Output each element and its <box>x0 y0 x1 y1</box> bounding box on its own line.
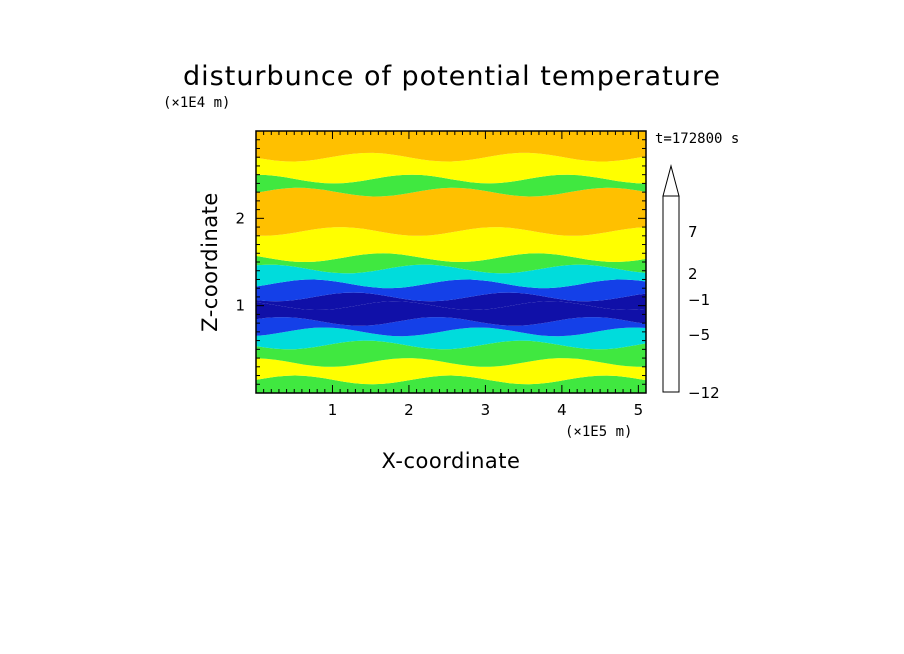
time-label: t=172800 s <box>655 131 739 147</box>
contour-band-11 <box>256 187 646 236</box>
axis-ticks <box>256 131 647 393</box>
contour-band-4 <box>256 317 646 337</box>
contour-band-14 <box>256 131 646 162</box>
colorbar-label: 2 <box>688 265 698 283</box>
contour-band-5 <box>256 301 646 326</box>
contour-band-12 <box>256 174 646 197</box>
contour-band-0 <box>256 375 646 393</box>
contour-band-10 <box>256 227 646 262</box>
colorbar <box>662 164 680 393</box>
x-axis-label: X-coordinate <box>382 449 521 473</box>
colorbar-label: −1 <box>688 291 710 309</box>
y-tick-label: 2 <box>235 209 245 227</box>
chart-title: disturbunce of potential temperature <box>183 61 721 92</box>
y-tick-labels: 12 <box>235 209 245 314</box>
contour-band-7 <box>256 279 646 302</box>
x-tick-label: 2 <box>404 401 414 419</box>
contour-band-8 <box>256 264 646 289</box>
contour-band-6 <box>256 292 646 310</box>
colorbar-label: 7 <box>688 223 698 241</box>
contour-band-2 <box>256 340 646 367</box>
x-axis-unit: (×1E5 m) <box>565 424 632 440</box>
colorbar-extend-arrow <box>662 164 680 197</box>
x-tick-label: 4 <box>557 401 567 419</box>
contour-band-9 <box>256 253 646 274</box>
colorbar-labels: 7 2 −1 −5 −12 <box>688 223 720 402</box>
x-tick-label: 1 <box>328 401 338 419</box>
contour-band-3 <box>256 327 646 350</box>
y-axis-unit: (×1E4 m) <box>163 95 230 111</box>
x-tick-label: 5 <box>634 401 644 419</box>
x-tick-label: 3 <box>481 401 491 419</box>
contour-band-1 <box>256 358 646 385</box>
x-tick-labels: 1 2 3 4 5 <box>328 401 643 419</box>
plot-area <box>256 131 646 393</box>
colorbar-frame <box>662 195 680 393</box>
colorbar-label: −12 <box>688 384 720 402</box>
y-axis-label: Z-coordinate <box>198 192 222 332</box>
y-tick-label: 1 <box>235 297 245 315</box>
colorbar-label: −5 <box>688 326 710 344</box>
contour-band-13 <box>256 152 646 184</box>
